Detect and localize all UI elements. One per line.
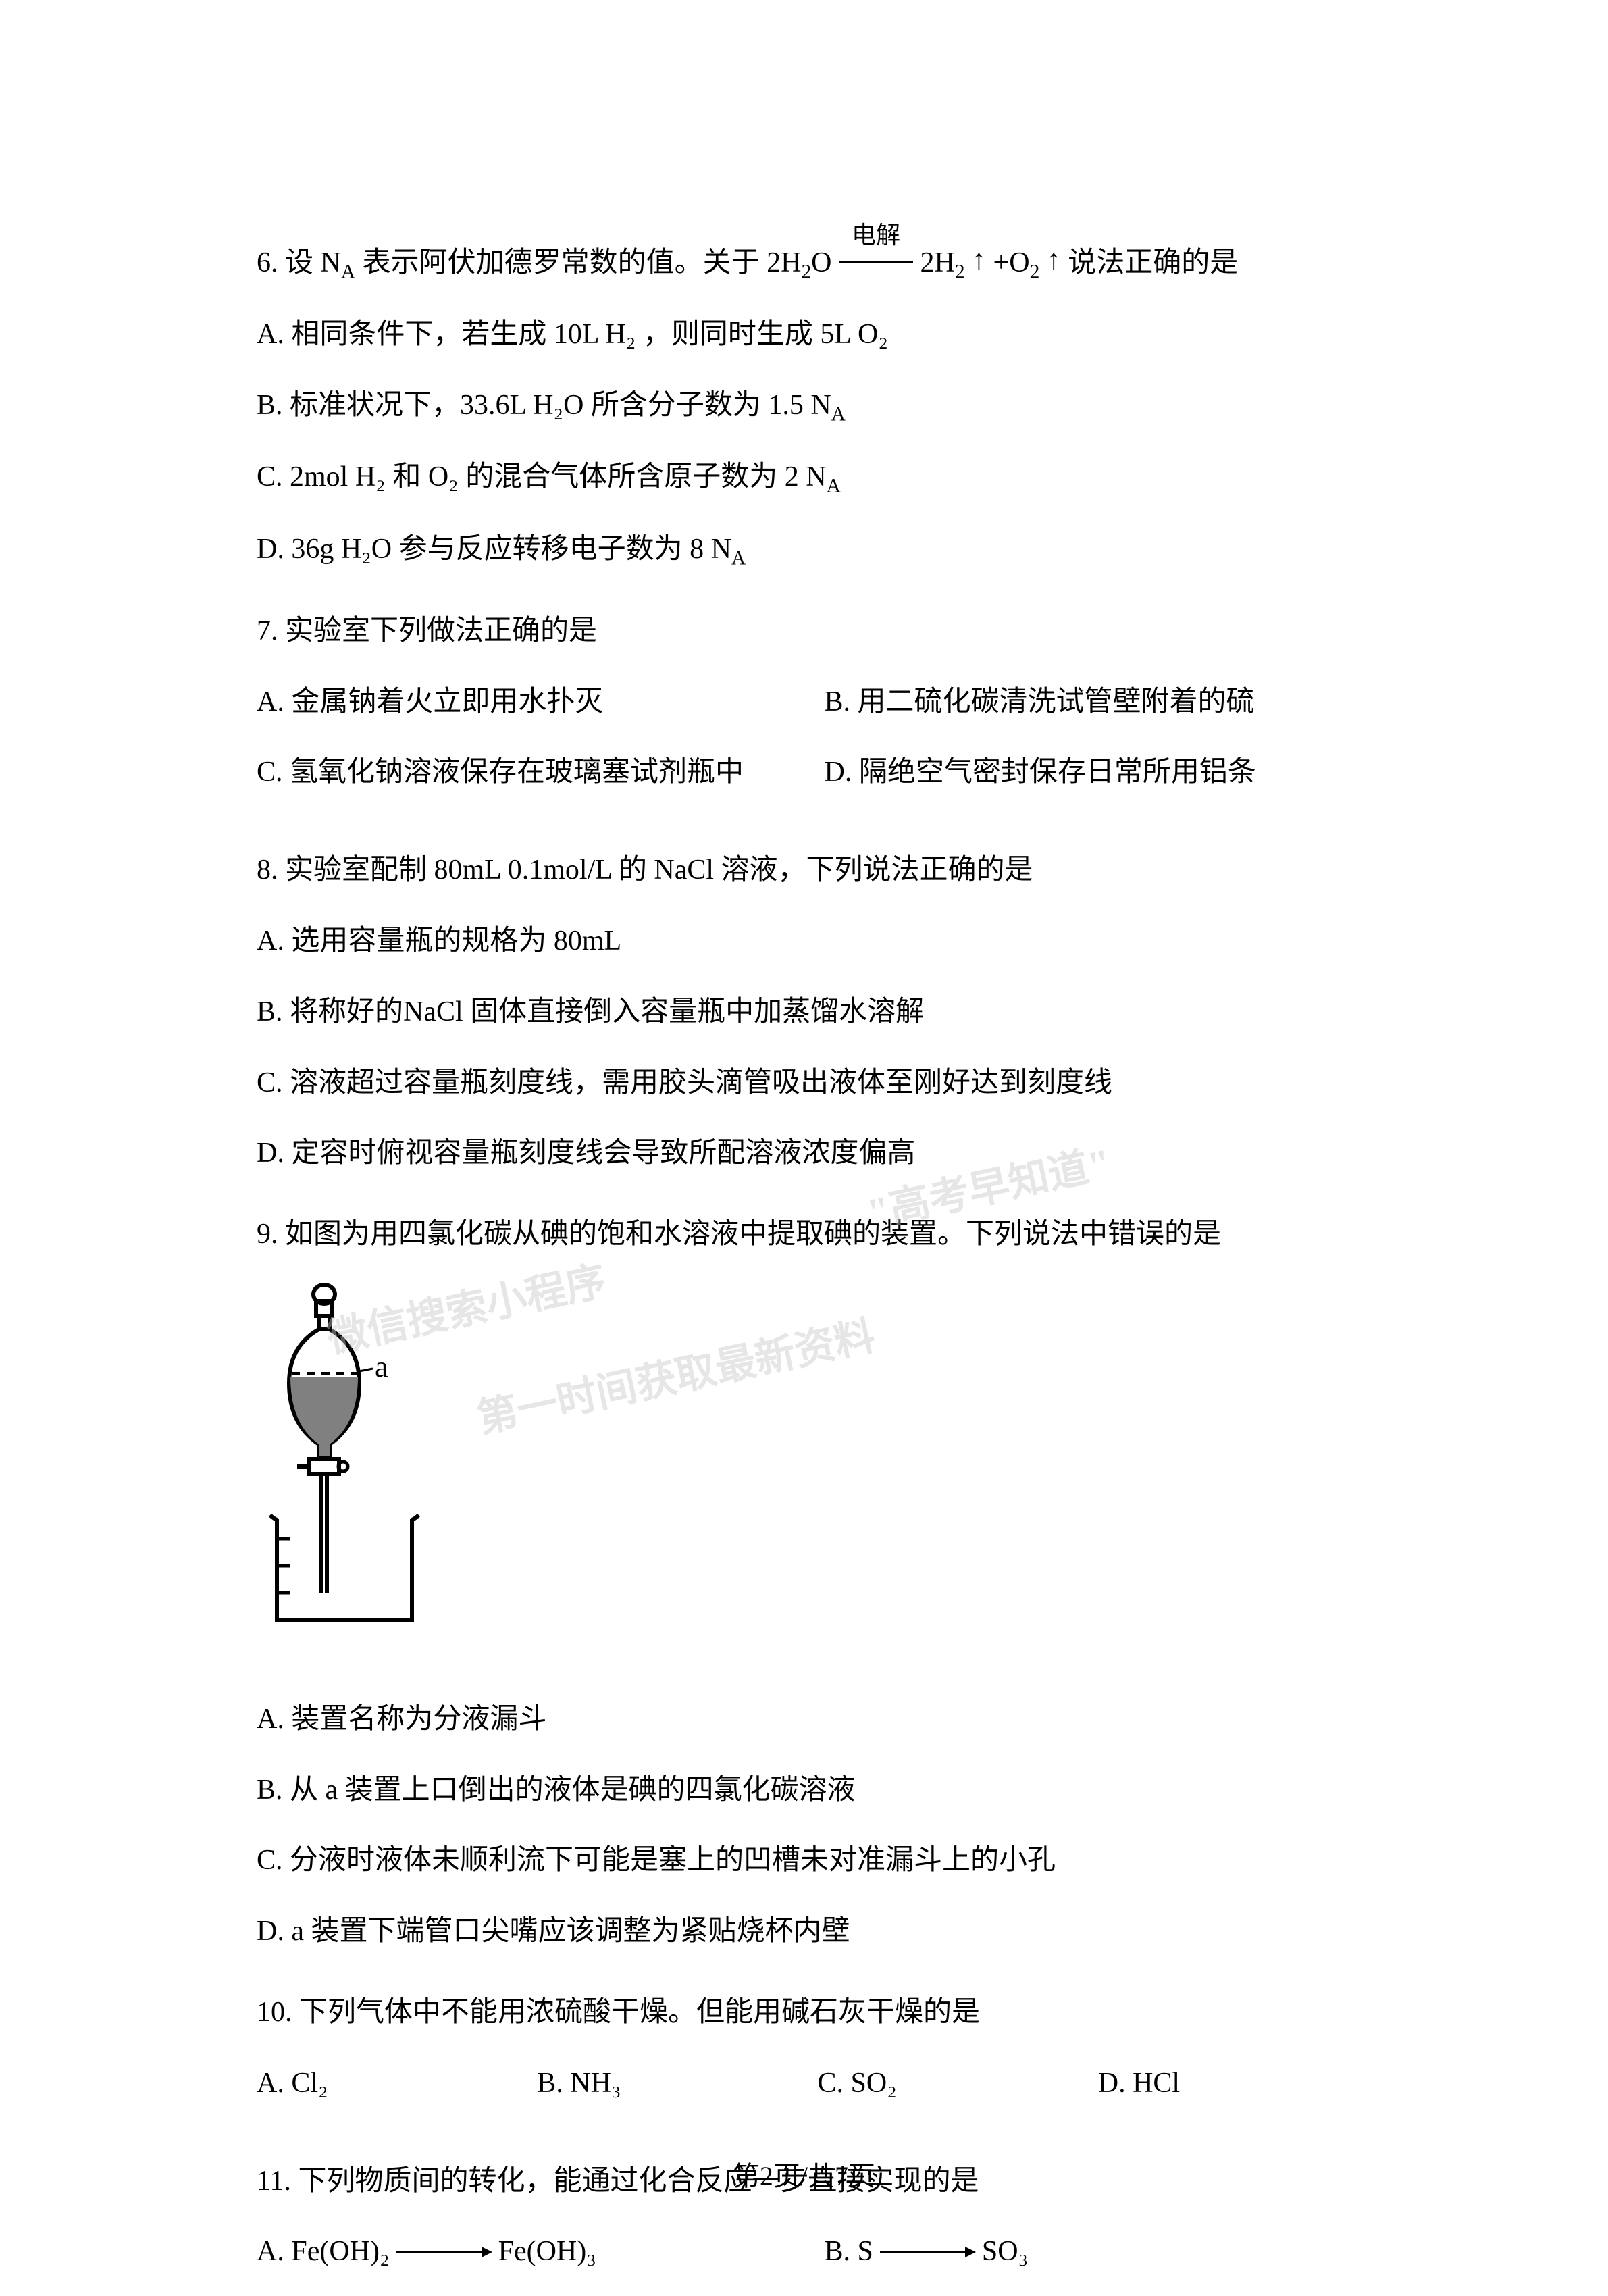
q7-opt-d: D. 隔绝空气密封保存日常所用铝条 bbox=[825, 746, 1352, 800]
q11-opt-b: B. S SO₃ bbox=[825, 2225, 1352, 2279]
gas-arrow-icon: ↑ bbox=[972, 234, 986, 288]
q10-text: 下列气体中不能用浓硫酸干燥。但能用碱石灰干燥的是 bbox=[299, 1997, 980, 2028]
q8-opt-a: A. 选用容量瓶的规格为 80mL bbox=[257, 915, 1351, 969]
q7-num: 7. bbox=[257, 615, 278, 646]
q7-text: 实验室下列做法正确的是 bbox=[285, 615, 597, 646]
q9-stem: 9. 如图为用四氯化碳从碘的饱和水溶液中提取碘的装置。下列说法中错误的是 bbox=[257, 1208, 1351, 1262]
question-9: 9. 如图为用四氯化碳从碘的饱和水溶液中提取碘的装置。下列说法中错误的是 a bbox=[257, 1208, 1351, 1959]
q6-opt-a: A. 相同条件下，若生成 10L H₂ ，则同时生成 5L O₂ bbox=[257, 308, 1351, 362]
svg-text:a: a bbox=[375, 1350, 388, 1383]
q10-opt-a: A. Cl₂ bbox=[257, 2057, 510, 2111]
separating-funnel-icon: a bbox=[257, 1282, 459, 1633]
q8-stem: 8. 实验室配制 80mL 0.1mol/L 的 NaCl 溶液，下列说法正确的… bbox=[257, 844, 1351, 898]
q6-text-d: 说法正确的是 bbox=[1068, 247, 1238, 278]
q6-text-a: 设 bbox=[285, 247, 313, 278]
q10-opt-c: C. SO₂ bbox=[818, 2057, 1071, 2111]
q8-text: 实验室配制 80mL 0.1mol/L 的 NaCl 溶液，下列说法正确的是 bbox=[285, 854, 1033, 886]
reaction-arrow-icon bbox=[880, 2251, 975, 2253]
reaction-arrow-icon bbox=[396, 2251, 491, 2253]
q10-stem: 10. 下列气体中不能用浓硫酸干燥。但能用碱石灰干燥的是 bbox=[257, 1986, 1351, 2040]
q6-eq-label: 电解 bbox=[852, 212, 900, 258]
question-7: 7. 实验室下列做法正确的是 A. 金属钠着火立即用水扑灭 B. 用二硫化碳清洗… bbox=[257, 605, 1351, 817]
q6-text-b: 表示阿伏加德罗常数的值。关于 2H bbox=[363, 247, 802, 278]
q9-opt-d: D. a 装置下端管口尖嘴应该调整为紧贴烧杯内壁 bbox=[257, 1905, 1351, 1959]
q6-opt-d: D. 36g H₂O 参与反应转移电子数为 8 NA bbox=[257, 523, 1351, 578]
question-10: 10. 下列气体中不能用浓硫酸干燥。但能用碱石灰干燥的是 A. Cl₂ B. N… bbox=[257, 1986, 1351, 2128]
page-footer: 第2页/共7页 bbox=[0, 2154, 1608, 2193]
q10-num: 10. bbox=[257, 1997, 292, 2028]
q7-opt-c: C. 氢氧化钠溶液保存在玻璃塞试剂瓶中 bbox=[257, 746, 784, 800]
gas-arrow-icon: ↑ bbox=[1047, 234, 1061, 288]
q6-text-c: 2H bbox=[920, 247, 954, 278]
q7-stem: 7. 实验室下列做法正确的是 bbox=[257, 605, 1351, 659]
q8-num: 8. bbox=[257, 854, 278, 886]
q8-opt-c: C. 溶液超过容量瓶刻度线，需用胶头滴管吸出液体至刚好达到刻度线 bbox=[257, 1056, 1351, 1111]
q8-opt-b: B. 将称好的NaCl 固体直接倒入容量瓶中加蒸馏水溶解 bbox=[257, 986, 1351, 1040]
q10-opt-d: D. HCl bbox=[1098, 2057, 1351, 2111]
q9-opt-a: A. 装置名称为分液漏斗 bbox=[257, 1693, 1351, 1747]
q11-opt-a: A. Fe(OH)₂ Fe(OH)₃ bbox=[257, 2225, 784, 2279]
q6-opt-c: C. 2mol H₂ 和 O₂ 的混合气体所含原子数为 2 NA bbox=[257, 451, 1351, 505]
q6-stem: 6. 设 NA 表示阿伏加德罗常数的值。关于 2H2O 电解 2H2 ↑ +O2… bbox=[257, 236, 1351, 291]
q6-num: 6. bbox=[257, 247, 278, 278]
q9-text: 如图为用四氯化碳从碘的饱和水溶液中提取碘的装置。下列说法中错误的是 bbox=[285, 1219, 1221, 1250]
question-6: 6. 设 NA 表示阿伏加德罗常数的值。关于 2H2O 电解 2H2 ↑ +O2… bbox=[257, 236, 1351, 578]
q6-opt-b: B. 标准状况下，33.6L H₂O 所含分子数为 1.5 NA bbox=[257, 379, 1351, 434]
q9-opt-b: B. 从 a 装置上口倒出的液体是碘的四氯化碳溶液 bbox=[257, 1764, 1351, 1818]
q9-num: 9. bbox=[257, 1219, 278, 1250]
q7-opt-a: A. 金属钠着火立即用水扑灭 bbox=[257, 675, 784, 730]
q10-opt-b: B. NH₃ bbox=[537, 2057, 790, 2111]
question-8: 8. 实验室配制 80mL 0.1mol/L 的 NaCl 溶液，下列说法正确的… bbox=[257, 844, 1351, 1181]
q9-figure: a bbox=[257, 1282, 1351, 1652]
q8-opt-d: D. 定容时俯视容量瓶刻度线会导致所配溶液浓度偏高 bbox=[257, 1127, 1351, 1181]
q7-opt-b: B. 用二硫化碳清洗试管壁附着的硫 bbox=[825, 675, 1352, 730]
q9-opt-c: C. 分液时液体未顺利流下可能是塞上的凹槽未对准漏斗上的小孔 bbox=[257, 1834, 1351, 1888]
q6-equation-arrow: 电解 bbox=[839, 236, 913, 290]
